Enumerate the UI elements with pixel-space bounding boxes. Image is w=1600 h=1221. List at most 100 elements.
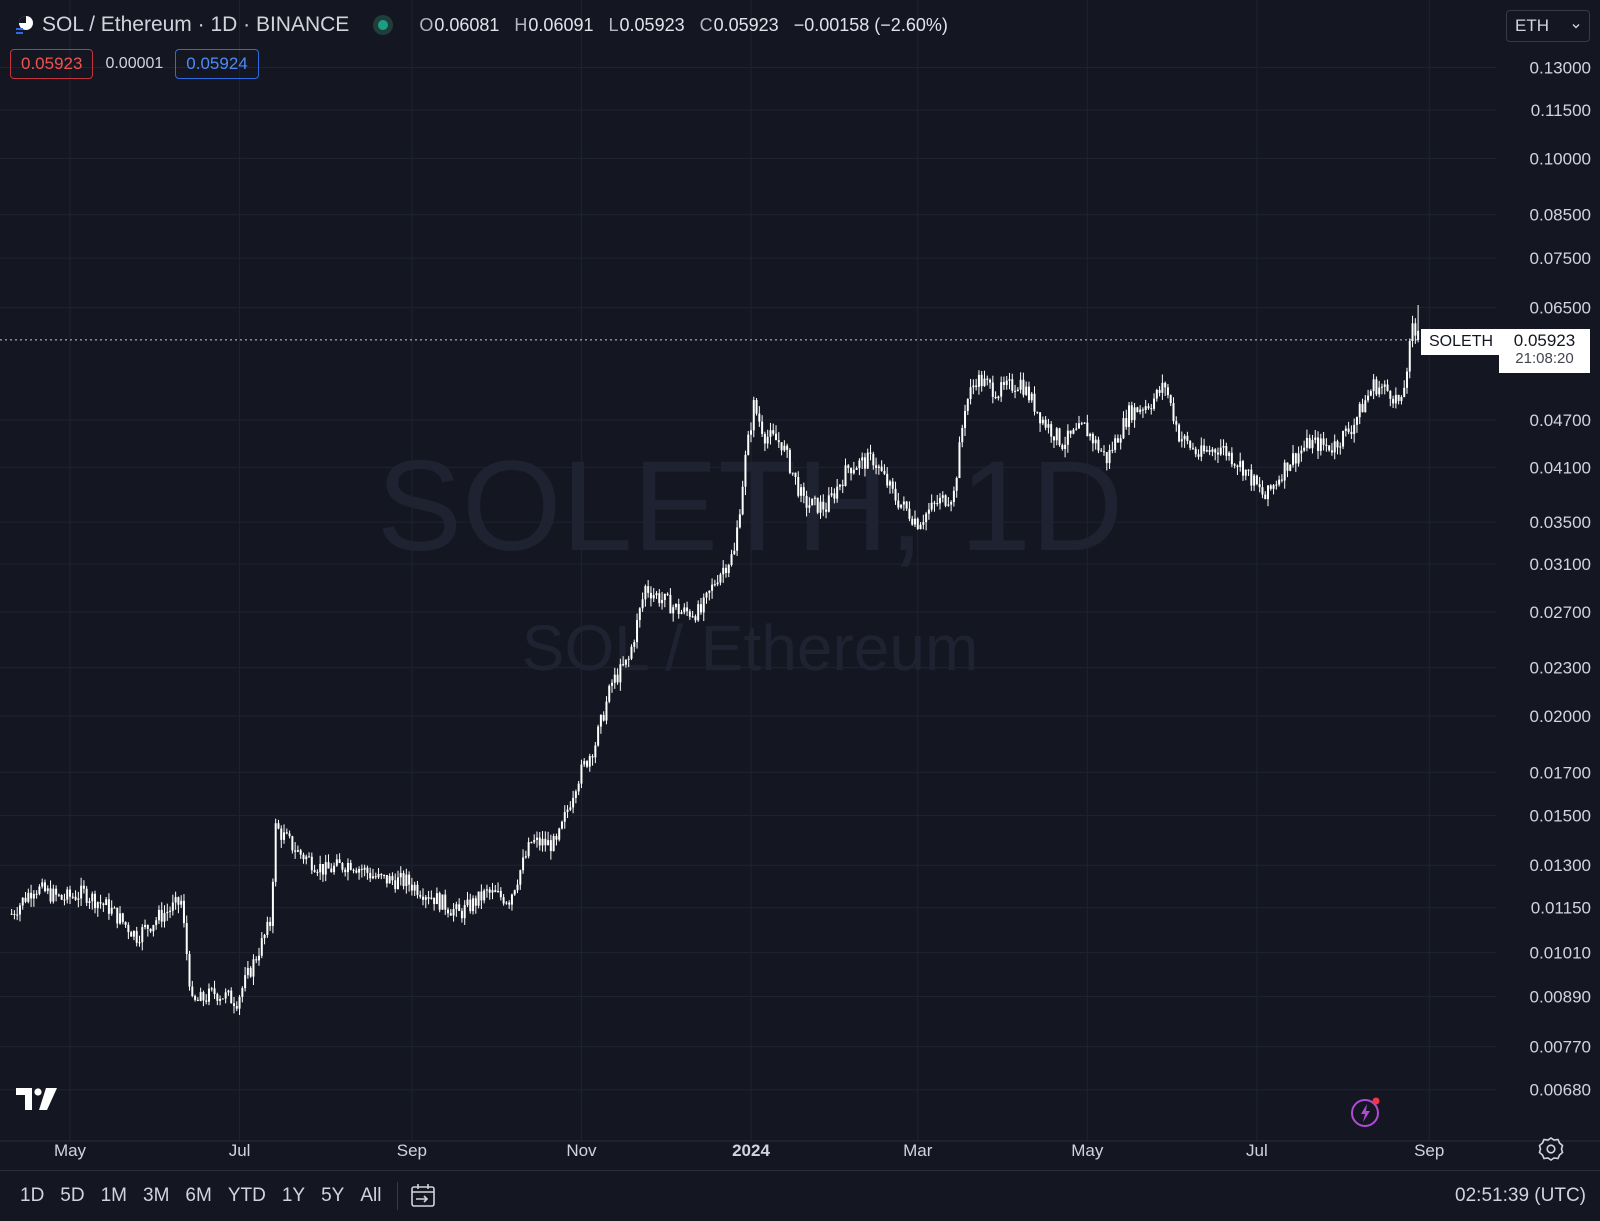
candle-body [277, 823, 280, 829]
candle-body [182, 900, 185, 924]
candle-body [1211, 449, 1214, 452]
candle-body [777, 440, 780, 443]
symbol-title[interactable]: SOL / Ethereum · 1D · BINANCE [42, 13, 350, 36]
timeframe-6m-button[interactable]: 6M [185, 1184, 212, 1206]
candle-body [302, 854, 305, 860]
price-tick-label: 0.10000 [1530, 149, 1591, 168]
candle-body [530, 842, 533, 844]
candle-body [38, 886, 41, 894]
timeframe-list: 1D 5D 1M 3M 6M YTD 1Y 5Y All [12, 1178, 389, 1214]
candle-body [180, 900, 183, 905]
timeframe-5d-button[interactable]: 5D [60, 1184, 85, 1206]
candle-body [674, 604, 677, 608]
candle-body [1244, 469, 1247, 476]
candle-body [205, 1000, 208, 1002]
timeframe-1y-button[interactable]: 1Y [281, 1184, 306, 1206]
candle-body [944, 495, 947, 506]
candle-body [724, 567, 727, 573]
candle-body [1014, 390, 1017, 392]
candle-body [624, 659, 627, 665]
candle-body [121, 913, 124, 922]
timeframe-3m-button[interactable]: 3M [143, 1184, 170, 1206]
candle-body [1077, 423, 1080, 429]
candle-body [455, 904, 458, 910]
candle-body [424, 897, 427, 900]
price-tick-label: 0.01300 [1530, 856, 1591, 875]
candle-body [271, 881, 274, 926]
candle-body [680, 612, 683, 614]
candle-body [458, 904, 461, 911]
chart-header: SOL / Ethereum · 1D · BINANCE O0.06081 H… [14, 10, 958, 40]
candle-body [800, 487, 803, 496]
utc-clock[interactable]: 02:51:39 (UTC) [1455, 1185, 1586, 1206]
candle-body [980, 374, 983, 387]
candle-body [649, 592, 652, 599]
timeframe-1m-button[interactable]: 1M [100, 1184, 127, 1206]
candle-body [152, 925, 155, 932]
candle-body [736, 527, 739, 551]
candle-body [630, 646, 633, 659]
candle-body [483, 890, 486, 901]
buy-price-button[interactable]: 0.05924 [175, 49, 259, 79]
time-axis[interactable]: May Jul Sep Nov 2024 Mar May Jul Sep [54, 1141, 1444, 1160]
candle-body [94, 893, 97, 909]
candle-body [216, 994, 219, 1001]
candle-body [1133, 407, 1136, 421]
candle-body [533, 839, 536, 843]
candle-body [752, 400, 755, 431]
candle-body [433, 897, 436, 905]
candle-body [1350, 431, 1353, 435]
candle-body [157, 909, 160, 921]
candle-body [972, 385, 975, 388]
candle-body [586, 761, 589, 767]
sell-price-button[interactable]: 0.05923 [10, 49, 94, 79]
currency-dropdown[interactable]: ETH [1506, 10, 1590, 42]
candle-body [977, 374, 980, 387]
trade-price-row: 0.05923 0.00001 0.05924 [10, 48, 259, 80]
lightning-icon[interactable] [1350, 1096, 1382, 1128]
candle-body [900, 504, 903, 508]
candle-body [880, 466, 883, 471]
candle-body [74, 896, 77, 900]
candle-body [210, 988, 213, 990]
ohlc-high-key: H [514, 14, 528, 35]
candle-body [491, 890, 494, 893]
timeframe-5y-button[interactable]: 5Y [321, 1184, 345, 1206]
candle-body [166, 911, 169, 914]
candle-body [177, 897, 180, 905]
candle-body [638, 608, 641, 621]
tradingview-watermark-logo-icon[interactable] [16, 1088, 58, 1110]
candle-body [244, 975, 247, 989]
candle-body [663, 593, 666, 600]
candle-body [1025, 386, 1028, 395]
candle-body [196, 999, 199, 1001]
settings-gear-icon[interactable] [1538, 1136, 1564, 1162]
market-open-dot-icon[interactable] [373, 15, 394, 35]
candle-body [783, 445, 786, 451]
timeframe-all-button[interactable]: All [360, 1184, 382, 1206]
timeframe-1d-button[interactable]: 1D [20, 1184, 45, 1206]
price-axis[interactable]: 0.13000 0.11500 0.10000 0.08500 0.07500 0.065… [1530, 59, 1591, 1100]
candle-body [1358, 403, 1361, 418]
candle-body [1255, 475, 1258, 485]
candle-body [733, 550, 736, 555]
candle-body [872, 453, 875, 466]
candle-body [1397, 394, 1400, 401]
watermark-symbol: SOLETH, 1D [377, 435, 1124, 578]
candle-body [986, 378, 989, 380]
candle-body [1300, 450, 1303, 454]
candle-body [146, 925, 149, 929]
candle-body [291, 836, 294, 851]
candle-body [313, 870, 316, 872]
candle-body [1072, 429, 1075, 434]
candle-body [57, 894, 60, 896]
date-range-icon[interactable] [408, 1181, 438, 1211]
candle-body [352, 869, 355, 871]
candle-body [346, 862, 349, 873]
timeframe-ytd-button[interactable]: YTD [227, 1184, 266, 1206]
ohlc-change: −0.00158 (−2.60%) [793, 14, 948, 35]
candle-body [241, 988, 244, 997]
candle-body [141, 927, 144, 943]
candle-body [775, 433, 778, 441]
